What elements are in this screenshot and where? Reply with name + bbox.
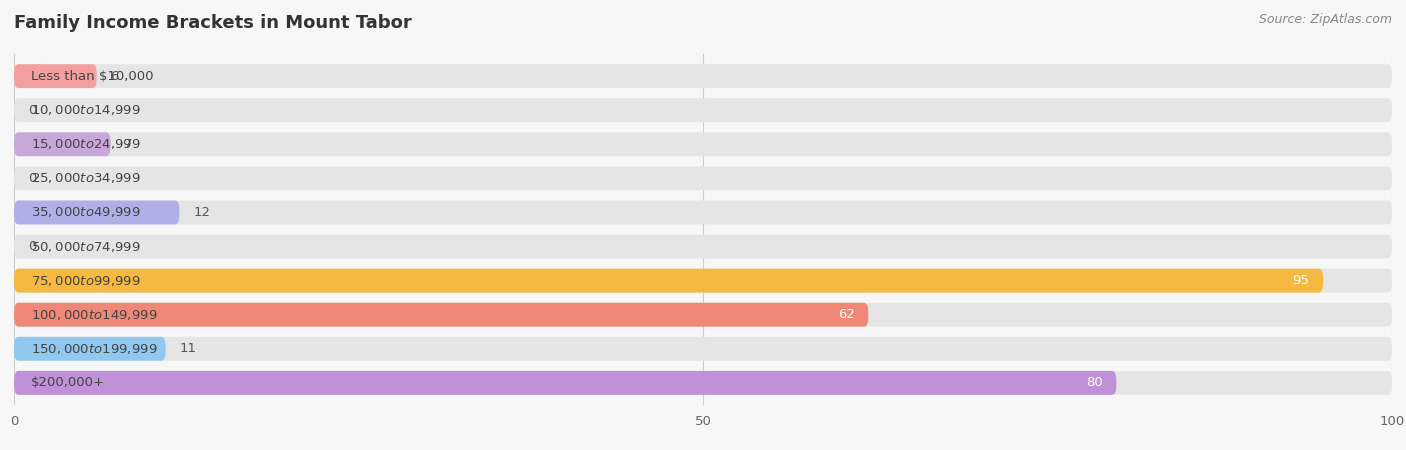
Text: 11: 11 — [180, 342, 197, 355]
Text: $75,000 to $99,999: $75,000 to $99,999 — [31, 274, 141, 288]
FancyBboxPatch shape — [14, 64, 1392, 88]
Text: $10,000 to $14,999: $10,000 to $14,999 — [31, 103, 141, 117]
FancyBboxPatch shape — [14, 337, 1392, 361]
Text: $50,000 to $74,999: $50,000 to $74,999 — [31, 239, 141, 253]
FancyBboxPatch shape — [14, 371, 1116, 395]
FancyBboxPatch shape — [14, 303, 1392, 327]
FancyBboxPatch shape — [14, 201, 1392, 225]
Text: $25,000 to $34,999: $25,000 to $34,999 — [31, 171, 141, 185]
Text: 6: 6 — [111, 70, 120, 83]
Text: 0: 0 — [28, 172, 37, 185]
FancyBboxPatch shape — [14, 269, 1323, 292]
Text: 95: 95 — [1292, 274, 1309, 287]
Text: 80: 80 — [1085, 376, 1102, 389]
Text: $15,000 to $24,999: $15,000 to $24,999 — [31, 137, 141, 151]
FancyBboxPatch shape — [14, 98, 1392, 122]
Text: Source: ZipAtlas.com: Source: ZipAtlas.com — [1258, 14, 1392, 27]
Text: 0: 0 — [28, 104, 37, 117]
FancyBboxPatch shape — [14, 303, 869, 327]
FancyBboxPatch shape — [14, 269, 1392, 292]
FancyBboxPatch shape — [14, 132, 1392, 156]
FancyBboxPatch shape — [14, 337, 166, 361]
Text: 12: 12 — [193, 206, 209, 219]
Text: $35,000 to $49,999: $35,000 to $49,999 — [31, 206, 141, 220]
FancyBboxPatch shape — [14, 234, 1392, 258]
FancyBboxPatch shape — [14, 64, 97, 88]
FancyBboxPatch shape — [14, 371, 1392, 395]
FancyBboxPatch shape — [14, 201, 180, 225]
Text: Family Income Brackets in Mount Tabor: Family Income Brackets in Mount Tabor — [14, 14, 412, 32]
Text: $100,000 to $149,999: $100,000 to $149,999 — [31, 308, 157, 322]
Text: Less than $10,000: Less than $10,000 — [31, 70, 153, 83]
Text: 0: 0 — [28, 240, 37, 253]
Text: 7: 7 — [124, 138, 132, 151]
Text: $200,000+: $200,000+ — [31, 376, 104, 389]
Text: 62: 62 — [838, 308, 855, 321]
FancyBboxPatch shape — [14, 132, 111, 156]
FancyBboxPatch shape — [14, 166, 1392, 190]
Text: $150,000 to $199,999: $150,000 to $199,999 — [31, 342, 157, 356]
